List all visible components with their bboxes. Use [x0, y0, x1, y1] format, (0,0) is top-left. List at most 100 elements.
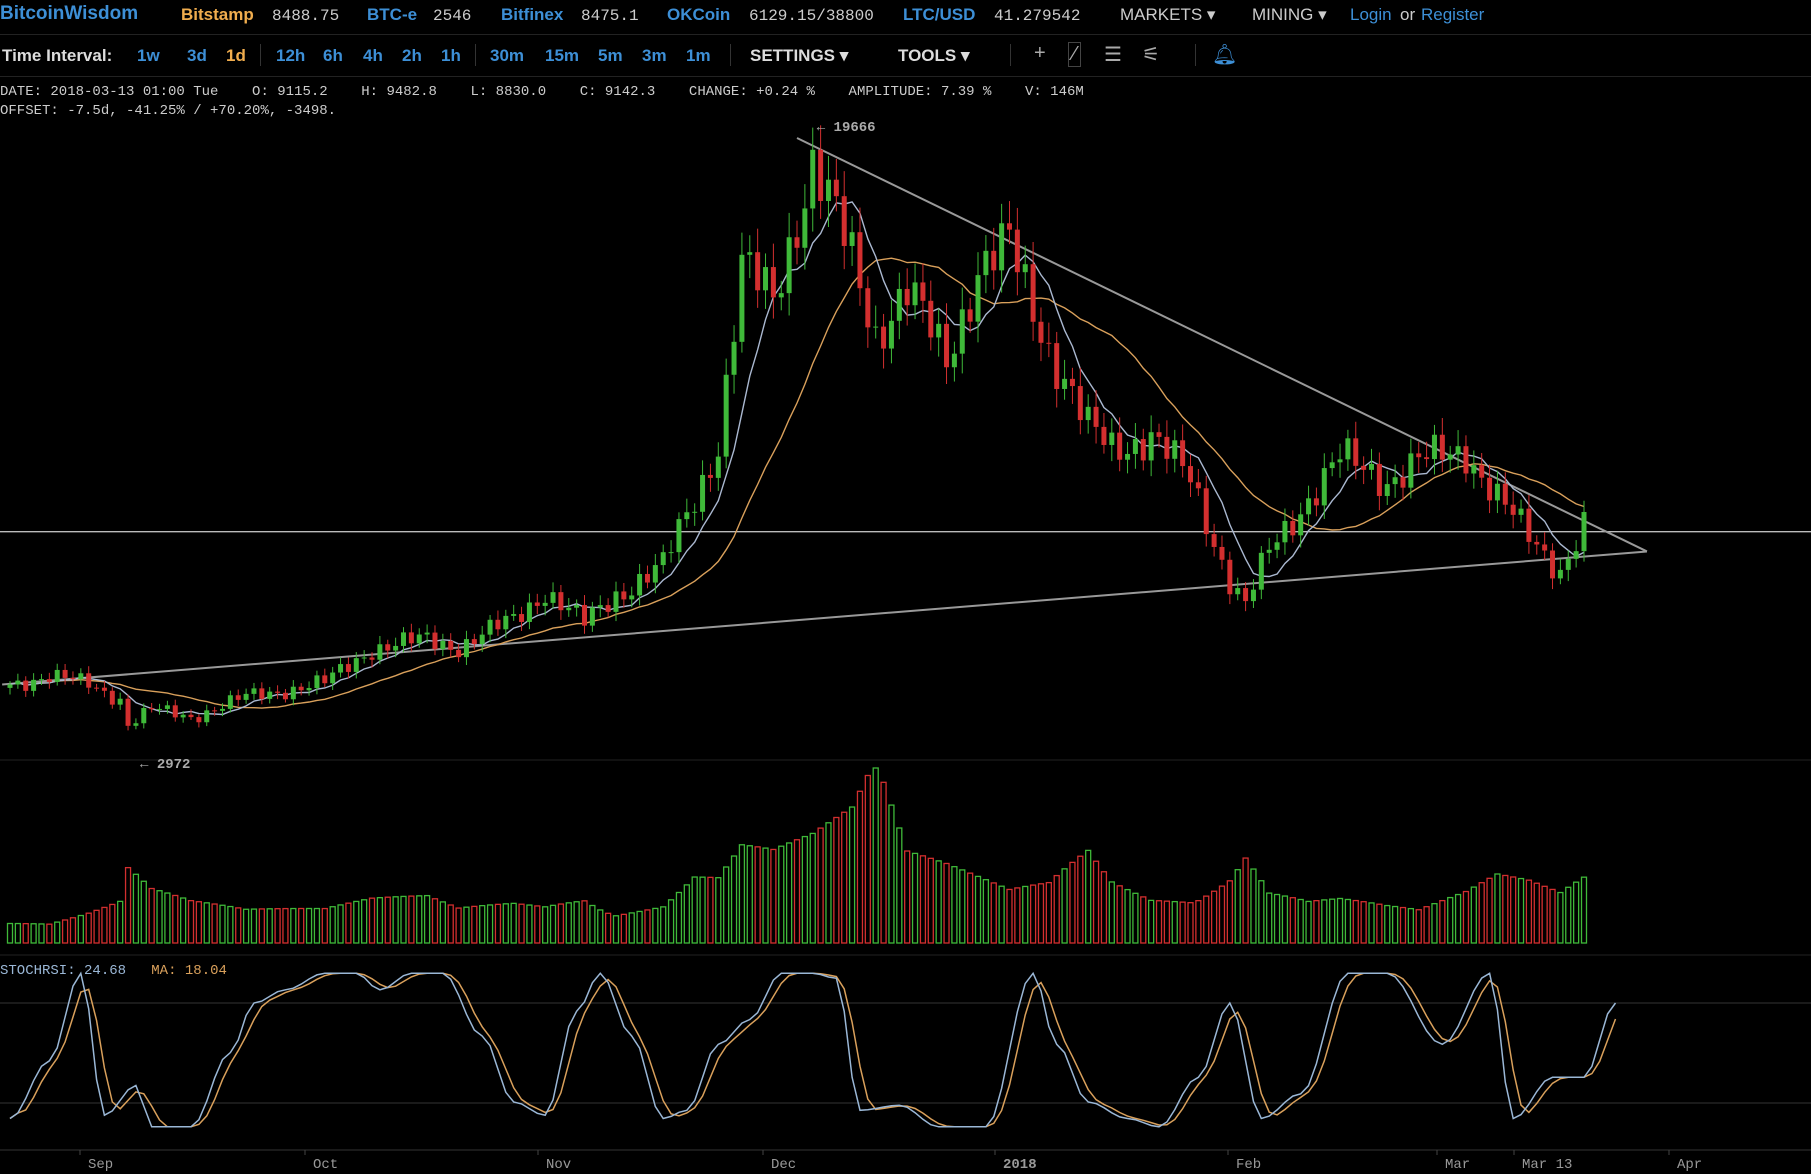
- volume-bar: [1415, 909, 1422, 944]
- candle-body: [1085, 406, 1091, 421]
- candle-body: [290, 686, 296, 700]
- candle-body: [495, 619, 501, 630]
- candle-body: [298, 686, 304, 691]
- volume-bar: [1132, 892, 1139, 944]
- candle-body: [944, 323, 950, 368]
- x-axis-label: 2018: [1003, 1157, 1037, 1173]
- volume-bar: [1376, 903, 1383, 944]
- candle-body: [778, 293, 784, 298]
- interval-1h[interactable]: 1h: [441, 46, 461, 65]
- market-bitstamp[interactable]: Bitstamp: [181, 5, 254, 24]
- settings-menu[interactable]: SETTINGS ▾: [750, 46, 848, 66]
- candle-body: [700, 474, 706, 512]
- candle-body: [574, 604, 580, 608]
- candle-body: [1329, 462, 1335, 469]
- candle-body: [275, 691, 281, 693]
- volume-bar: [770, 848, 777, 944]
- volume-bar: [667, 899, 675, 944]
- interval-3d[interactable]: 3d: [187, 46, 207, 65]
- candle-body: [849, 232, 855, 246]
- tools-menu[interactable]: TOOLS ▾: [898, 46, 970, 66]
- candle-body: [227, 695, 233, 709]
- market-okcoin[interactable]: OKCoin: [667, 5, 731, 24]
- volume-bar: [1502, 874, 1509, 944]
- crosshair-icon[interactable]: +: [1034, 42, 1046, 64]
- candle-body: [424, 632, 430, 635]
- volume-bar: [864, 774, 871, 944]
- volume-bar: [69, 917, 77, 944]
- volume-bar: [589, 904, 596, 944]
- candle-body: [1077, 386, 1083, 421]
- candle-body: [393, 645, 399, 651]
- candle-body: [125, 698, 131, 726]
- interval-2h[interactable]: 2h: [402, 46, 422, 65]
- interval-15m[interactable]: 15m: [545, 46, 580, 65]
- candle-body: [550, 592, 556, 603]
- candle-body: [385, 644, 391, 651]
- chevron-down-icon: ▾: [960, 46, 970, 65]
- candle-body: [94, 687, 100, 689]
- interval-1w[interactable]: 1w: [137, 46, 160, 65]
- interval-6h[interactable]: 6h: [323, 46, 343, 65]
- volume-bar: [298, 907, 305, 944]
- candle-body: [117, 698, 123, 705]
- volume-bar: [46, 923, 53, 944]
- candle-body: [951, 353, 957, 368]
- candle-body: [668, 552, 674, 554]
- market-ltcusd[interactable]: LTC/USD: [903, 5, 976, 24]
- interval-3m[interactable]: 3m: [642, 46, 667, 65]
- interval-30m[interactable]: 30m: [490, 46, 525, 65]
- x-axis-label: Mar 13: [1522, 1157, 1572, 1173]
- volume-bar: [486, 904, 494, 944]
- interval-5m[interactable]: 5m: [598, 46, 623, 65]
- candle-body: [644, 573, 650, 583]
- draw-line-icon[interactable]: ⁄: [1068, 42, 1082, 67]
- volume-bar: [565, 902, 572, 944]
- candle-body: [259, 688, 265, 699]
- horizontal-lines-icon[interactable]: ☰: [1104, 44, 1122, 66]
- candle-body: [621, 591, 627, 600]
- candle-body: [1384, 484, 1390, 496]
- interval-1d[interactable]: 1d: [226, 46, 246, 65]
- candle-body: [558, 592, 564, 611]
- candle-body: [526, 602, 532, 622]
- market-bitfinex[interactable]: Bitfinex: [501, 5, 564, 24]
- candle-body: [888, 320, 894, 349]
- candle-body: [1109, 432, 1115, 445]
- volume-bar: [636, 910, 643, 944]
- mining-menu[interactable]: MINING ▾: [1252, 5, 1327, 25]
- fan-icon[interactable]: ⚟: [1142, 44, 1160, 66]
- volume-bar: [856, 790, 864, 944]
- interval-1m[interactable]: 1m: [686, 46, 711, 65]
- candle-body: [896, 288, 902, 321]
- bell-icon[interactable]: 🔔︎: [1212, 44, 1238, 66]
- register-link[interactable]: Register: [1421, 5, 1485, 24]
- volume-bar: [140, 880, 147, 944]
- volume-bar: [266, 908, 273, 944]
- candle-body: [479, 634, 485, 645]
- volume-bar: [510, 902, 517, 944]
- candle-body: [23, 680, 29, 691]
- candle-body: [1235, 588, 1241, 595]
- volume-bar: [22, 922, 29, 944]
- volume-bar: [974, 875, 982, 944]
- candle-body: [62, 669, 68, 678]
- divider: [730, 44, 731, 66]
- candle-body: [1266, 549, 1272, 553]
- interval-4h[interactable]: 4h: [363, 46, 383, 65]
- volume-bar: [1289, 897, 1296, 944]
- brand-logo[interactable]: BitcoinWisdom: [0, 3, 139, 24]
- interval-12h[interactable]: 12h: [276, 46, 306, 65]
- login-link[interactable]: Login: [1350, 5, 1392, 24]
- candle-body: [1117, 432, 1123, 460]
- volume-bar: [6, 922, 14, 944]
- volume-bar: [1541, 885, 1548, 944]
- candle-body: [802, 208, 808, 248]
- candle-body: [1101, 426, 1107, 445]
- volume-bar: [179, 897, 187, 944]
- volume-bar: [494, 903, 502, 944]
- market-btce[interactable]: BTC-e: [367, 5, 418, 24]
- markets-menu[interactable]: MARKETS ▾: [1120, 5, 1215, 25]
- volume-bar: [628, 912, 635, 944]
